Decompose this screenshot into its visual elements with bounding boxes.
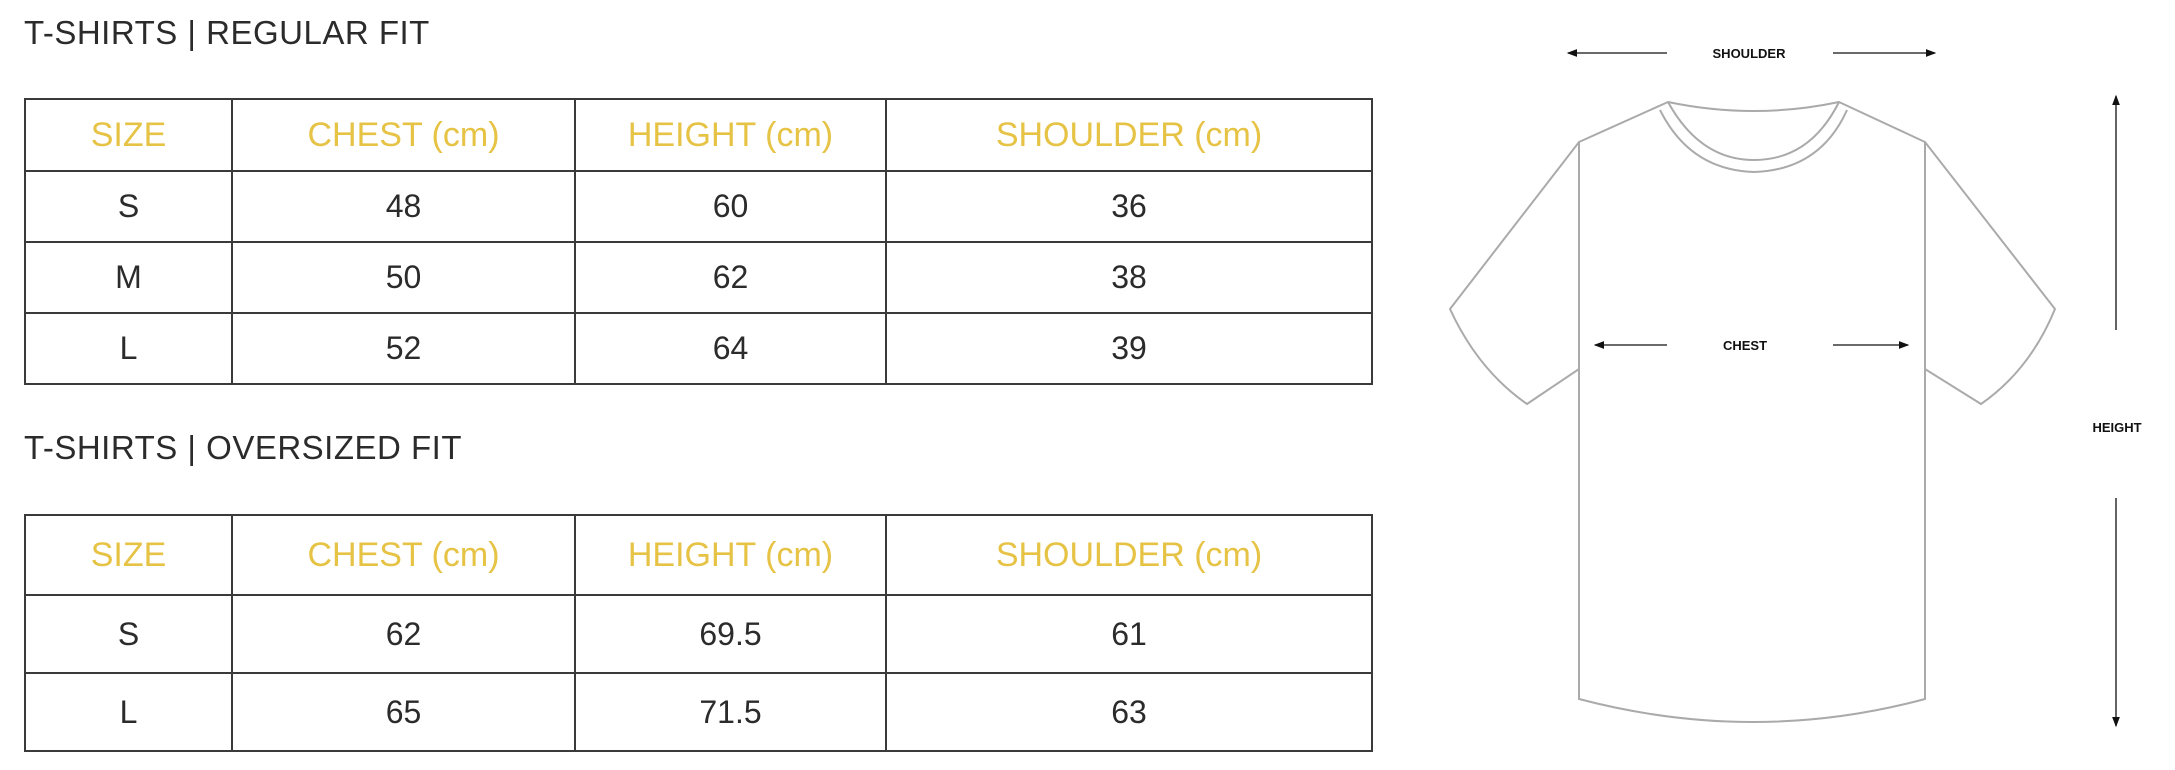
- cell-shoulder: 63: [885, 672, 1373, 752]
- oversized-fit-title: T-SHIRTS | OVERSIZED FIT: [24, 429, 463, 466]
- header-size: SIZE: [24, 98, 233, 172]
- table-row: M 50 62 38: [24, 241, 1373, 314]
- table-row: S 62 69.5 61: [24, 594, 1373, 674]
- cell-size: S: [24, 594, 233, 674]
- header-shoulder: SHOULDER (cm): [885, 514, 1373, 596]
- cell-size: L: [24, 672, 233, 752]
- header-chest: CHEST (cm): [231, 98, 576, 172]
- table-row: L 65 71.5 63: [24, 672, 1373, 752]
- cell-height: 60: [574, 170, 887, 243]
- table-row: L 52 64 39: [24, 312, 1373, 385]
- chest-label: CHEST: [1723, 338, 1767, 353]
- cell-shoulder: 61: [885, 594, 1373, 674]
- cell-chest: 48: [231, 170, 576, 243]
- regular-fit-title: T-SHIRTS | REGULAR FIT: [24, 14, 430, 51]
- measurement-arrows: [1566, 49, 2120, 728]
- cell-chest: 50: [231, 241, 576, 314]
- cell-height: 62: [574, 241, 887, 314]
- cell-chest: 62: [231, 594, 576, 674]
- cell-shoulder: 39: [885, 312, 1373, 385]
- header-chest: CHEST (cm): [231, 514, 576, 596]
- table-header-row: SIZE CHEST (cm) HEIGHT (cm) SHOULDER (cm…: [24, 514, 1373, 596]
- header-height: HEIGHT (cm): [574, 98, 887, 172]
- table-row: S 48 60 36: [24, 170, 1373, 243]
- cell-height: 69.5: [574, 594, 887, 674]
- cell-size: M: [24, 241, 233, 314]
- cell-size: S: [24, 170, 233, 243]
- shoulder-label: SHOULDER: [1713, 46, 1787, 61]
- header-size: SIZE: [24, 514, 233, 596]
- cell-chest: 52: [231, 312, 576, 385]
- height-label: HEIGHT: [2092, 420, 2141, 435]
- cell-height: 71.5: [574, 672, 887, 752]
- tshirt-outline: [1448, 100, 2057, 723]
- regular-fit-table: SIZE CHEST (cm) HEIGHT (cm) SHOULDER (cm…: [24, 98, 1373, 385]
- oversized-fit-table: SIZE CHEST (cm) HEIGHT (cm) SHOULDER (cm…: [24, 514, 1373, 752]
- cell-shoulder: 38: [885, 241, 1373, 314]
- cell-chest: 65: [231, 672, 576, 752]
- cell-size: L: [24, 312, 233, 385]
- cell-height: 64: [574, 312, 887, 385]
- header-shoulder: SHOULDER (cm): [885, 98, 1373, 172]
- header-height: HEIGHT (cm): [574, 514, 887, 596]
- table-header-row: SIZE CHEST (cm) HEIGHT (cm) SHOULDER (cm…: [24, 98, 1373, 172]
- cell-shoulder: 36: [885, 170, 1373, 243]
